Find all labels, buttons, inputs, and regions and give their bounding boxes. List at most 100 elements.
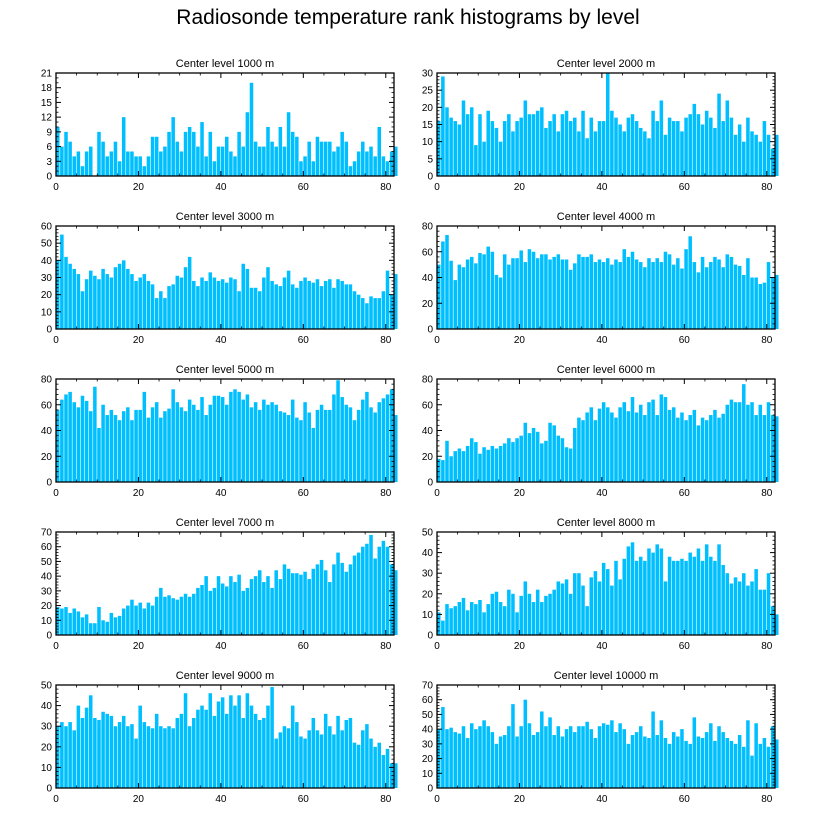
histogram-bar — [101, 404, 105, 482]
histogram-bar — [319, 404, 324, 482]
histogram-bar — [328, 279, 332, 329]
histogram-bar — [290, 131, 295, 176]
x-tick-label: 0 — [53, 488, 59, 499]
histogram-bar — [319, 734, 324, 788]
histogram-bar — [461, 451, 466, 482]
histogram-bar — [729, 740, 734, 788]
histogram-bar — [72, 730, 77, 788]
histogram-bar — [766, 262, 771, 329]
y-tick-label: 0 — [427, 478, 433, 489]
histogram-bar — [290, 284, 295, 329]
histogram-bar — [515, 121, 519, 176]
histogram-bar — [585, 412, 589, 482]
histogram-bar — [295, 136, 299, 176]
histogram-bar — [220, 583, 225, 635]
histogram-bar — [610, 412, 614, 482]
histogram-bar — [80, 166, 85, 176]
y-tick-label: 60 — [41, 542, 53, 553]
y-tick-label: 80 — [422, 375, 434, 386]
histogram-bar — [348, 284, 353, 329]
histogram-bar — [253, 141, 258, 176]
histogram-bar — [441, 460, 445, 482]
histogram-bar — [187, 596, 192, 635]
histogram-bar — [775, 739, 779, 788]
histogram-bar — [568, 593, 573, 635]
histogram-bar — [568, 121, 573, 176]
histogram-bar — [109, 715, 114, 788]
histogram-bar — [457, 264, 462, 329]
histogram-bar — [552, 589, 556, 635]
histogram-bar — [192, 280, 196, 329]
histogram-bar — [502, 254, 507, 329]
histogram-bar — [733, 402, 738, 482]
histogram-bar — [262, 582, 266, 635]
histogram-bar — [270, 402, 274, 482]
histogram-bar — [717, 417, 721, 482]
histogram-bar — [88, 695, 93, 788]
histogram-bar — [634, 412, 639, 482]
histogram-bar — [737, 265, 742, 329]
x-tick-label: 80 — [380, 641, 392, 652]
histogram-bar — [163, 728, 167, 788]
histogram-bar — [76, 705, 81, 788]
histogram-bar — [556, 581, 561, 635]
histogram-bar — [700, 417, 705, 482]
histogram-bar — [647, 737, 651, 788]
histogram-bar — [692, 556, 697, 635]
histogram-bar — [340, 397, 344, 482]
y-tick-label: 30 — [41, 273, 53, 284]
histogram-bar — [183, 131, 188, 176]
histogram-bar — [469, 438, 474, 482]
histogram-bar — [618, 124, 622, 176]
histogram-bar — [746, 258, 750, 329]
histogram-bar — [229, 151, 233, 176]
histogram-bar — [688, 743, 692, 788]
histogram-bar — [597, 726, 602, 788]
histogram-bar — [290, 573, 295, 635]
histogram-bar — [758, 743, 763, 788]
histogram-bar — [638, 127, 643, 176]
histogram-bar — [121, 117, 126, 176]
histogram-bar — [560, 259, 565, 329]
histogram-bar — [315, 564, 320, 635]
histogram-bar — [618, 407, 622, 482]
histogram-bar — [138, 156, 142, 176]
histogram-bar — [278, 286, 283, 329]
histogram-bar — [257, 409, 262, 482]
y-tick-label: 60 — [422, 400, 434, 411]
histogram-bar — [179, 151, 184, 176]
histogram-bar — [113, 617, 118, 635]
histogram-bar — [171, 728, 175, 788]
histogram-bar — [299, 420, 303, 482]
histogram-bar — [68, 141, 72, 176]
histogram-bar — [762, 737, 767, 788]
histogram-bar — [457, 448, 462, 482]
histogram-bar — [721, 564, 725, 635]
histogram-bar — [626, 411, 631, 482]
histogram-bar — [746, 720, 750, 788]
histogram-bar — [204, 576, 208, 635]
histogram-bar — [515, 612, 519, 635]
histogram-bar — [216, 701, 221, 788]
histogram-bar — [750, 131, 754, 176]
y-tick-label: 15 — [422, 120, 434, 131]
histogram-bar — [527, 593, 532, 635]
histogram-bar — [544, 440, 548, 482]
histogram-bar — [544, 127, 548, 176]
histogram-bar — [634, 121, 639, 176]
histogram-bar — [606, 569, 610, 635]
histogram-bar — [377, 546, 382, 635]
histogram-bar — [84, 614, 89, 635]
y-tick-label: 80 — [422, 222, 434, 233]
histogram-bar — [257, 720, 262, 788]
histogram-bar — [311, 427, 316, 482]
histogram-bar — [684, 420, 688, 482]
histogram-bar — [556, 131, 561, 176]
y-tick-label: 40 — [422, 548, 434, 559]
histogram-bar — [225, 713, 229, 788]
histogram-bar — [486, 449, 490, 482]
histogram-bar — [610, 110, 614, 176]
histogram-bar — [150, 605, 155, 635]
histogram-bar — [437, 458, 441, 482]
